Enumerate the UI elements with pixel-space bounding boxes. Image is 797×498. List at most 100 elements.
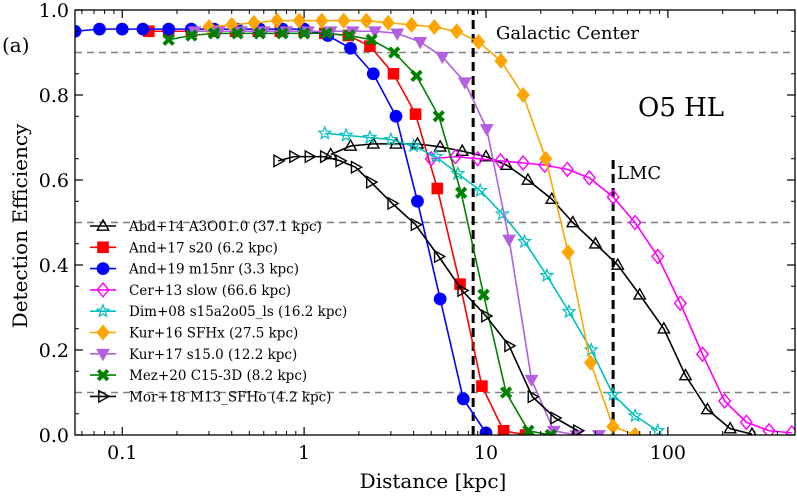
data-point [390, 28, 405, 41]
legend-entry-3: Cer+13 slow (66.6 kpc) [90, 281, 291, 299]
data-point [479, 124, 494, 137]
legend-label: Abd+14 A3O01.0 (37.1 kpc) [128, 219, 322, 235]
x-axis-label: Distance [kpc] [360, 469, 507, 493]
series-line-8 [277, 155, 579, 432]
legend-entry-5: Kur+16 SFHx (27.5 kpc) [90, 324, 298, 342]
data-point [406, 138, 422, 153]
data-point [494, 53, 508, 69]
data-point [762, 422, 776, 435]
series-8 [273, 149, 586, 435]
data-point [388, 46, 401, 59]
data-point [273, 153, 286, 168]
data-point [162, 22, 176, 36]
series-7 [162, 27, 557, 435]
data-point [583, 354, 598, 371]
data-point [359, 12, 373, 29]
data-point [93, 22, 106, 36]
data-point [673, 295, 687, 312]
data-point [335, 153, 348, 168]
data-point [435, 51, 450, 65]
data-point [522, 424, 535, 435]
data-point [428, 148, 444, 164]
data-point [561, 244, 575, 261]
data-point [517, 233, 533, 249]
series-4 [317, 125, 666, 435]
data-point [317, 125, 333, 140]
legend-entry-8: Mor+18 M13_SFHo (4.2 kpc) [90, 389, 331, 405]
data-point [499, 386, 513, 399]
data-point [343, 29, 356, 42]
data-point [565, 215, 580, 228]
legend-label: And+19 m15nr (3.3 kpc) [128, 262, 299, 278]
data-point [387, 67, 400, 80]
data-point [292, 12, 306, 29]
data-point [550, 411, 563, 425]
data-point [304, 149, 317, 164]
data-point [405, 16, 419, 33]
data-point [476, 380, 488, 392]
data-point [588, 236, 603, 249]
data-point [627, 407, 643, 423]
data-point [387, 196, 400, 211]
data-point [450, 23, 464, 40]
data-point [366, 136, 381, 149]
data-point [366, 67, 380, 81]
legend-label: Kur+17 s15.0 (12.2 kpc) [129, 347, 297, 363]
series-line-4 [324, 132, 659, 432]
legend-marker [96, 324, 110, 341]
data-point [651, 248, 665, 265]
legend-entry-0: Abd+14 A3O01.0 (37.1 kpc) [90, 218, 322, 235]
data-point [448, 148, 463, 165]
x-tick-label: 100 [650, 442, 686, 464]
data-point [493, 152, 507, 169]
series-5 [202, 12, 642, 435]
data-point [717, 393, 732, 409]
data-point [477, 288, 490, 301]
data-point [457, 77, 472, 90]
data-point [471, 33, 486, 50]
data-point [410, 69, 423, 83]
legend-entry-1: And+17 s20 (6.2 kpc) [90, 240, 278, 256]
data-point [432, 110, 445, 123]
data-point [410, 217, 423, 232]
legend-label: And+17 s20 (6.2 kpc) [128, 240, 278, 256]
data-point [455, 143, 470, 157]
data-point [343, 138, 358, 151]
data-point [413, 36, 428, 50]
data-point [723, 421, 738, 434]
legend-label: Cer+13 slow (66.6 kpc) [129, 283, 291, 299]
data-point [409, 108, 422, 120]
data-point [427, 19, 441, 35]
legend-label: Mez+20 C15-3D (8.2 kpc) [129, 368, 307, 384]
legend-entry-4: Dim+08 s15a2o05_ls (16.2 kpc) [90, 303, 347, 320]
data-point [516, 87, 530, 103]
data-point [185, 29, 198, 42]
y-tick-label: 0.0 [39, 425, 69, 447]
legend-marker [95, 303, 111, 318]
data-point [628, 427, 642, 435]
data-point [350, 160, 364, 175]
data-point [455, 186, 468, 199]
legend-label: Kur+16 SFHx (27.5 kpc) [129, 326, 298, 342]
data-point [433, 249, 447, 264]
data-point [315, 12, 329, 29]
data-point [381, 14, 395, 31]
data-point [450, 165, 466, 181]
y-tick-label: 0.6 [39, 170, 69, 192]
data-point [656, 321, 671, 334]
x-tick-label: 10 [474, 442, 498, 464]
y-tick-label: 0.2 [39, 340, 69, 362]
legend-marker [96, 281, 110, 298]
data-point [539, 150, 553, 167]
legend-marker [98, 389, 111, 404]
data-point [583, 342, 599, 357]
data-point [479, 149, 493, 162]
data-point [367, 26, 382, 39]
legend-marker [96, 218, 110, 231]
data-point [362, 129, 378, 144]
data-point [785, 424, 795, 435]
data-point [162, 33, 175, 46]
data-point [561, 303, 577, 319]
data-point [337, 12, 351, 29]
data-point [366, 175, 379, 190]
